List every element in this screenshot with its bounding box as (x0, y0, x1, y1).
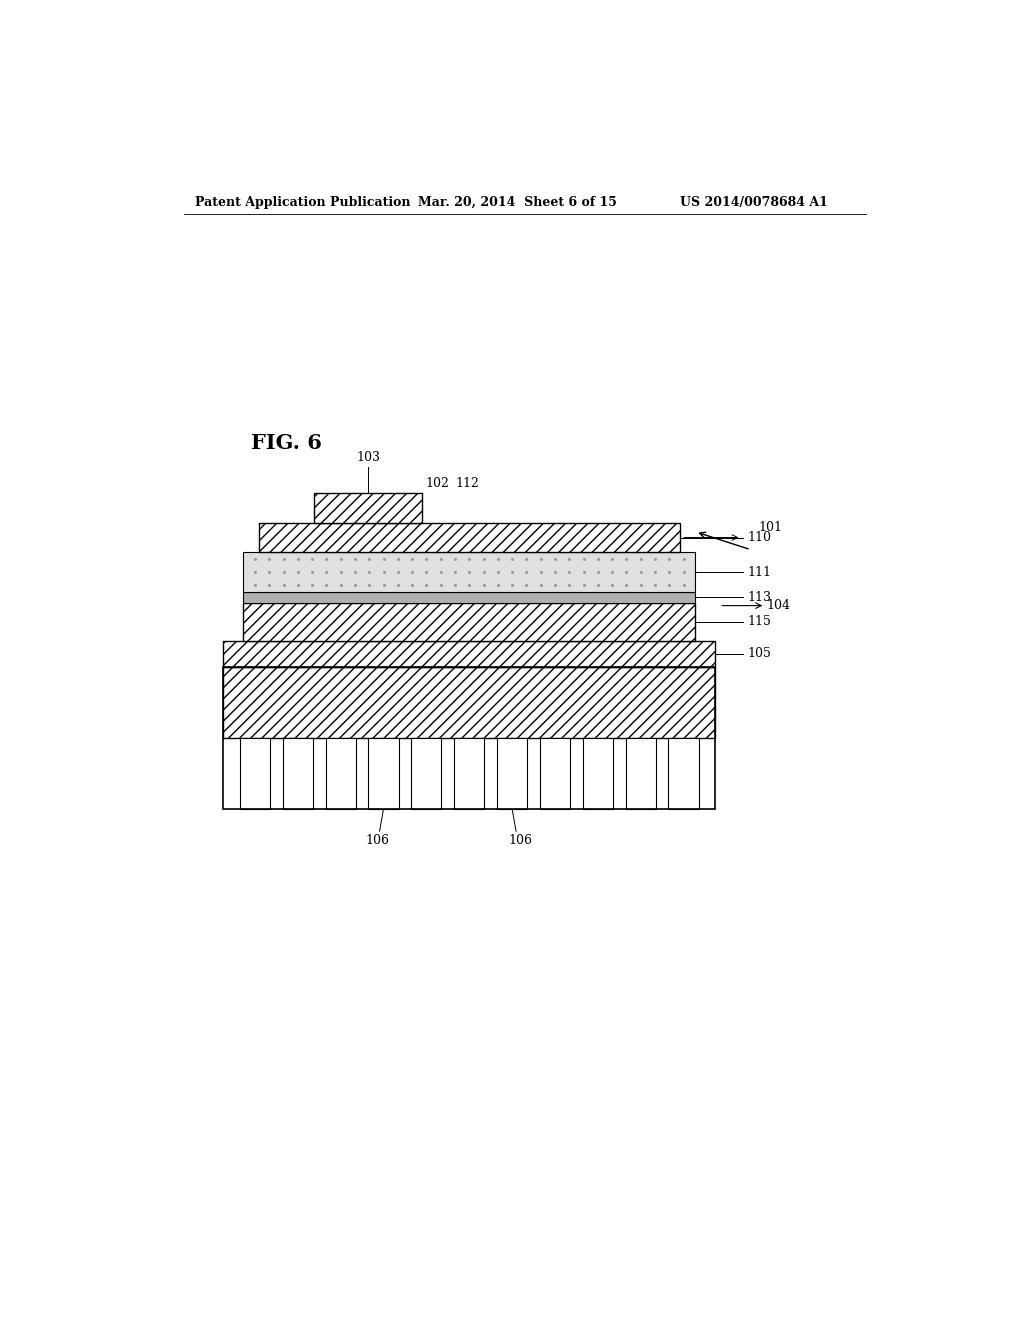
Text: Mar. 20, 2014  Sheet 6 of 15: Mar. 20, 2014 Sheet 6 of 15 (418, 195, 616, 209)
Bar (223, 667, 715, 809)
Bar (669, 738, 698, 809)
Text: 106: 106 (508, 834, 532, 847)
Text: 106: 106 (366, 834, 389, 847)
Bar (223, 667, 715, 738)
Text: 113: 113 (748, 591, 771, 605)
Text: Patent Application Publication: Patent Application Publication (196, 195, 411, 209)
Bar (223, 642, 715, 667)
Bar (314, 492, 422, 523)
Bar (626, 738, 655, 809)
Bar (455, 738, 484, 809)
Bar (583, 738, 613, 809)
Bar (326, 738, 355, 809)
Text: FIG. 6: FIG. 6 (251, 433, 322, 453)
Bar (243, 593, 695, 602)
Bar (243, 552, 695, 593)
Bar (412, 738, 441, 809)
Text: 115: 115 (748, 615, 771, 628)
Bar (540, 738, 570, 809)
Bar (497, 738, 527, 809)
Text: 103: 103 (356, 451, 380, 465)
Text: US 2014/0078684 A1: US 2014/0078684 A1 (680, 195, 827, 209)
Text: 101: 101 (759, 521, 783, 535)
Text: 110: 110 (748, 531, 771, 544)
Text: 102: 102 (426, 477, 450, 490)
Text: 111: 111 (748, 565, 771, 578)
Bar (369, 738, 398, 809)
Text: 105: 105 (748, 647, 771, 660)
Bar (283, 738, 313, 809)
Bar (240, 738, 270, 809)
Bar (259, 523, 680, 552)
Bar (243, 602, 695, 642)
Text: 104: 104 (767, 599, 791, 612)
Text: 112: 112 (455, 477, 479, 490)
